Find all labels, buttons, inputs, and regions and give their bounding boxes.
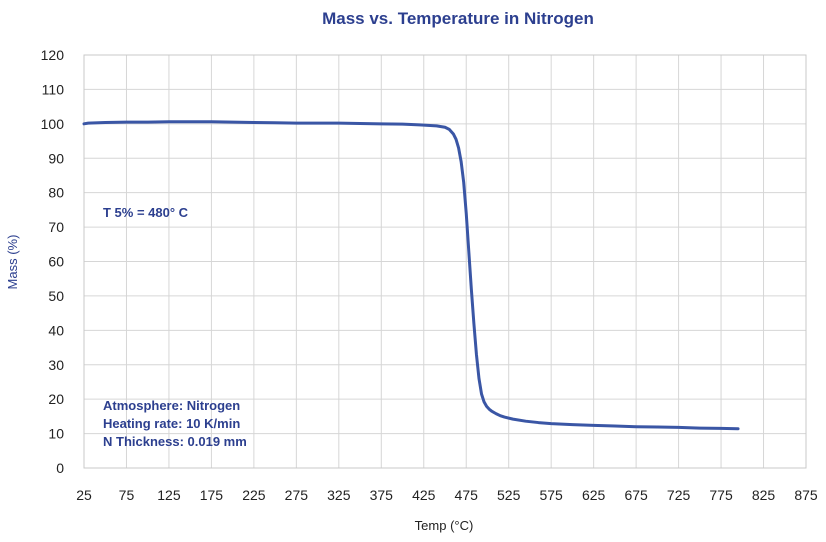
annotation-t5: T 5% = 480° C (103, 205, 189, 220)
annotation-atmosphere: Atmosphere: Nitrogen (103, 398, 240, 413)
x-tick-label: 675 (624, 487, 648, 503)
x-tick-label: 875 (794, 487, 818, 503)
plot-area-border (83, 54, 807, 469)
y-tick-label: 30 (48, 357, 64, 373)
y-tick-label: 20 (48, 391, 64, 407)
x-tick-label: 525 (497, 487, 521, 503)
y-axis-label: Mass (%) (5, 235, 20, 290)
x-tick-label: 375 (370, 487, 394, 503)
y-tick-label: 10 (48, 426, 64, 442)
x-tick-label: 75 (119, 487, 135, 503)
x-tick-label: 475 (455, 487, 479, 503)
y-tick-label: 70 (48, 219, 64, 235)
x-tick-label: 225 (242, 487, 266, 503)
y-tick-label: 120 (41, 47, 65, 63)
annotation-thickness: N Thickness: 0.019 mm (103, 434, 247, 449)
x-axis-ticks: 25 75 125 175 225 275 325 375 425 475 525 575 625 675… (76, 487, 818, 503)
x-tick-label: 275 (285, 487, 309, 503)
x-tick-label: 175 (200, 487, 224, 503)
series-group (82, 120, 740, 431)
y-tick-label: 50 (48, 288, 64, 304)
annotation-heating-rate: Heating rate: 10 K/min (103, 416, 240, 431)
x-tick-label: 425 (412, 487, 436, 503)
x-tick-label: 775 (709, 487, 733, 503)
y-tick-label: 40 (48, 322, 64, 338)
y-tick-label: 80 (48, 185, 64, 201)
x-tick-label: 625 (582, 487, 606, 503)
y-tick-label: 110 (42, 81, 65, 97)
y-tick-label: 90 (48, 150, 64, 166)
x-tick-label: 575 (539, 487, 563, 503)
chart-title: Mass vs. Temperature in Nitrogen (322, 9, 594, 28)
x-tick-label: 125 (157, 487, 181, 503)
y-tick-label: 60 (48, 254, 64, 270)
x-tick-label: 825 (752, 487, 776, 503)
y-tick-label: 0 (56, 460, 64, 476)
x-tick-label: 725 (667, 487, 691, 503)
y-tick-label: 100 (41, 116, 65, 132)
x-axis-label: Temp (°C) (415, 518, 474, 533)
x-tick-label: 25 (76, 487, 92, 503)
series-line-mass (82, 120, 740, 431)
x-tick-label: 325 (327, 487, 351, 503)
y-axis-ticks: 0 10 20 30 40 50 60 70 80 90 100 110 120 (41, 47, 65, 476)
